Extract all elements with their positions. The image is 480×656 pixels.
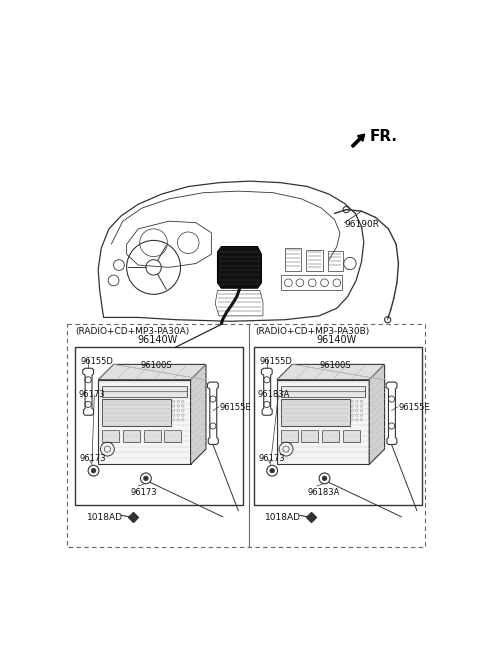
- Text: 1018AD: 1018AD: [265, 513, 301, 522]
- Text: 96183A: 96183A: [258, 390, 290, 399]
- Bar: [254, 348, 421, 505]
- Text: 96155D: 96155D: [81, 357, 113, 365]
- Text: 96155E: 96155E: [220, 403, 252, 412]
- Bar: [67, 323, 425, 547]
- Circle shape: [322, 476, 327, 481]
- Text: 96155E: 96155E: [398, 403, 430, 412]
- Polygon shape: [369, 364, 384, 464]
- Bar: [102, 386, 187, 397]
- Polygon shape: [277, 364, 384, 380]
- Bar: [75, 348, 243, 505]
- Bar: [164, 430, 181, 442]
- Bar: [301, 430, 318, 442]
- Bar: [328, 251, 343, 271]
- Bar: [322, 430, 339, 442]
- Text: (RADIO+CD+MP3-PA30A): (RADIO+CD+MP3-PA30A): [75, 327, 189, 336]
- Text: FR.: FR.: [369, 129, 397, 144]
- Bar: [281, 399, 350, 426]
- Text: 96140W: 96140W: [137, 335, 178, 345]
- Bar: [281, 275, 342, 291]
- Bar: [98, 380, 191, 464]
- Polygon shape: [191, 364, 206, 464]
- Text: (RADIO+CD+MP3-PA30B): (RADIO+CD+MP3-PA30B): [255, 327, 370, 336]
- Circle shape: [91, 468, 96, 473]
- Polygon shape: [217, 247, 262, 288]
- Polygon shape: [98, 364, 206, 380]
- Bar: [123, 430, 140, 442]
- Text: 96173: 96173: [258, 454, 285, 462]
- Text: 96100S: 96100S: [141, 361, 172, 370]
- Bar: [281, 430, 298, 442]
- Bar: [277, 380, 369, 464]
- Bar: [144, 430, 160, 442]
- FancyArrow shape: [351, 134, 365, 148]
- Bar: [102, 430, 119, 442]
- Text: 96183A: 96183A: [308, 487, 340, 497]
- Bar: [102, 399, 171, 426]
- Circle shape: [144, 476, 148, 481]
- Text: 96140W: 96140W: [316, 335, 356, 345]
- Circle shape: [270, 468, 275, 473]
- Bar: [285, 248, 301, 271]
- Bar: [306, 250, 323, 271]
- Text: 96173: 96173: [79, 390, 106, 399]
- Text: 96173: 96173: [80, 454, 106, 462]
- Text: 1018AD: 1018AD: [86, 513, 122, 522]
- Text: 96173: 96173: [131, 487, 157, 497]
- Text: 96100S: 96100S: [319, 361, 351, 370]
- Bar: [281, 386, 365, 397]
- Text: 96155D: 96155D: [259, 357, 292, 365]
- Text: 96190R: 96190R: [345, 220, 380, 229]
- Bar: [343, 430, 360, 442]
